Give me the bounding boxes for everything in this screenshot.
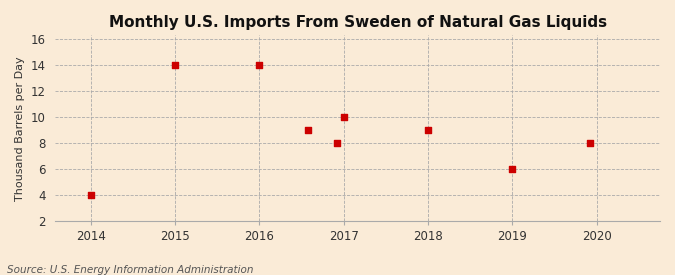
Point — [331, 141, 342, 145]
Point — [338, 115, 349, 120]
Point — [254, 63, 265, 67]
Point — [85, 193, 96, 198]
Point — [507, 167, 518, 172]
Y-axis label: Thousand Barrels per Day: Thousand Barrels per Day — [15, 56, 25, 201]
Point — [423, 128, 433, 133]
Point — [585, 141, 595, 145]
Point — [169, 63, 180, 67]
Title: Monthly U.S. Imports From Sweden of Natural Gas Liquids: Monthly U.S. Imports From Sweden of Natu… — [109, 15, 607, 30]
Text: Source: U.S. Energy Information Administration: Source: U.S. Energy Information Administ… — [7, 265, 253, 275]
Point — [303, 128, 314, 133]
